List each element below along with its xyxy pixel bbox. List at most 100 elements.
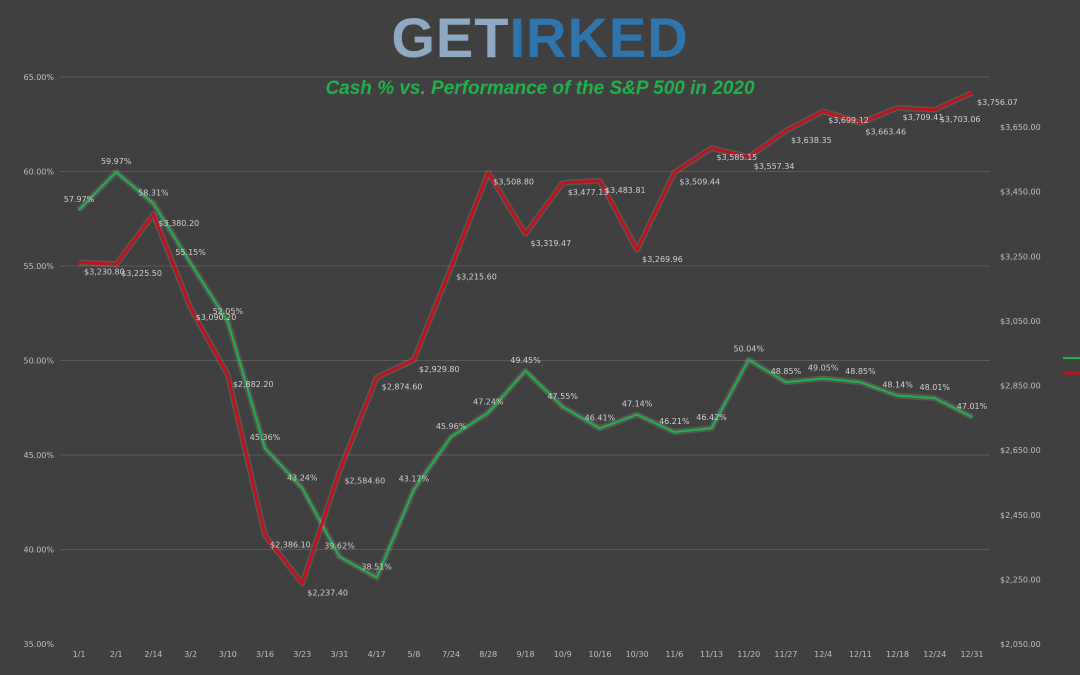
cash-percent-data-label: 38.51% [361,563,392,572]
cash-percent-data-label: 47.01% [957,402,988,411]
sp500-point [264,534,267,537]
sp500-data-label: $3,756.07 [977,98,1018,107]
right-axis-tick: $3,450.00 [1000,188,1041,197]
cash-percent-data-label: 46.42% [696,413,727,422]
sp500-data-label: $3,508.80 [493,178,534,187]
x-axis-tick: 10/30 [626,650,649,659]
cash-percent-point [859,381,862,384]
x-axis-tick: 7/24 [442,650,460,659]
sp500-point [487,171,490,174]
x-axis-tick: 12/11 [849,650,872,659]
cash-percent-point [561,405,564,408]
cash-percent-data-label: 46.21% [659,417,690,426]
getirked-logo: GETIRKED [0,4,1080,72]
sp500-point [450,266,453,269]
sp500-data-label: $3,477.13 [568,188,609,197]
sp500-data-label: $2,584.60 [344,476,385,485]
x-axis-tick: 1/1 [73,650,86,659]
cash-percent-point [78,208,80,211]
cash-percent-point [301,487,304,490]
left-axis-tick: 55.00% [23,262,54,271]
left-axis-tick: 35.00% [23,640,54,649]
x-axis-tick: 12/31 [960,650,983,659]
logo-part-get: GET [391,6,510,69]
cash-percent-data-label: 47.14% [622,400,653,409]
sp500-data-label: $3,509.44 [679,177,720,186]
sp500-data-label: $3,557.34 [754,162,795,171]
sp500-point [933,108,936,111]
sp500-data-label: $3,090.20 [196,313,237,322]
chart-title: Cash % vs. Performance of the S&P 500 in… [325,78,755,99]
logo-part-irked: IRKED [509,6,689,69]
right-axis-tick: $2,650.00 [1000,446,1041,455]
cash-percent-data-label: 59.97% [101,157,132,166]
x-axis-tick: 3/10 [219,650,237,659]
x-axis-tick: 3/16 [256,650,274,659]
sp500-data-label: $3,319.47 [531,239,572,248]
cash-percent-point [896,394,899,397]
sp500-point [636,248,639,251]
x-axis-tick: 2/14 [144,650,162,659]
cash-percent-data-label: 57.97% [64,195,95,204]
cash-percent-data-label: 48.85% [771,367,802,376]
cash-percent-data-label: 39.62% [324,542,355,551]
sp500-point [971,91,973,94]
cash-percent-data-label: 50.04% [733,345,764,354]
x-axis-tick: 4/17 [368,650,386,659]
x-axis-tick: 10/9 [554,650,572,659]
left-axis-tick: 60.00% [23,168,54,177]
x-axis-tick: 11/27 [774,650,797,659]
sp500-point [375,376,378,379]
cash-percent-data-label: 48.85% [845,367,876,376]
cash-percent-point [189,262,192,265]
cash-percent-point [524,369,527,372]
cash-percent-data-label: 48.01% [920,383,951,392]
x-axis-tick: 11/6 [665,650,683,659]
sp500-data-label: $2,929.80 [419,365,460,374]
right-axis-tick: $2,450.00 [1000,511,1041,520]
x-axis-tick: 8/28 [479,650,497,659]
sp500-data-label: $3,380.20 [158,219,199,228]
cash-percent-data-label: 45.96% [436,422,467,431]
x-axis-tick: 12/18 [886,650,909,659]
cash-percent-point [673,431,676,434]
left-axis-tick: 45.00% [23,451,54,460]
sp500-point [115,263,118,266]
cash-percent-data-label: 45.36% [250,433,281,442]
x-axis-tick: 12/4 [814,650,832,659]
cash-percent-point [710,427,713,430]
x-axis-tick: 11/13 [700,650,723,659]
sp500-point [78,261,80,264]
cash-percent-point [412,488,415,491]
sp500-data-label: $3,215.60 [456,272,497,281]
sp500-point [859,121,862,124]
sp500-point [561,181,564,184]
cash-percent-data-label: 43.17% [399,475,430,484]
sp500-data-label: $3,703.06 [940,115,981,124]
sp500-data-label: $3,483.81 [605,186,646,195]
x-axis-tick: 3/2 [184,650,197,659]
cash-percent-point [598,427,601,430]
cash-percent-point [784,381,787,384]
cash-percent-point [264,447,267,450]
sp500-data-label: $2,237.40 [307,588,348,597]
cash-percent-data-label: 58.31% [138,188,169,197]
cash-percent-data-label: 49.05% [808,363,839,372]
sp500-data-label: $2,874.60 [382,383,423,392]
left-axis-tick: 40.00% [23,546,54,555]
sp500-point [822,110,825,113]
right-axis-tick: $2,050.00 [1000,640,1041,649]
sp500-line-glow [78,90,974,587]
cash-percent-data-label: 43.24% [287,473,318,482]
cash-percent-point [115,171,118,174]
cash-percent-data-label: 48.14% [882,381,913,390]
sp500-point [710,147,713,150]
cash-percent-point [487,411,490,414]
cash-percent-point [375,576,378,579]
x-axis-tick: 11/20 [737,650,760,659]
sp500-line [78,91,973,585]
right-axis-tick: $2,850.00 [1000,382,1041,391]
sp500-point [598,179,601,182]
cash-percent-data-label: 49.45% [510,356,541,365]
